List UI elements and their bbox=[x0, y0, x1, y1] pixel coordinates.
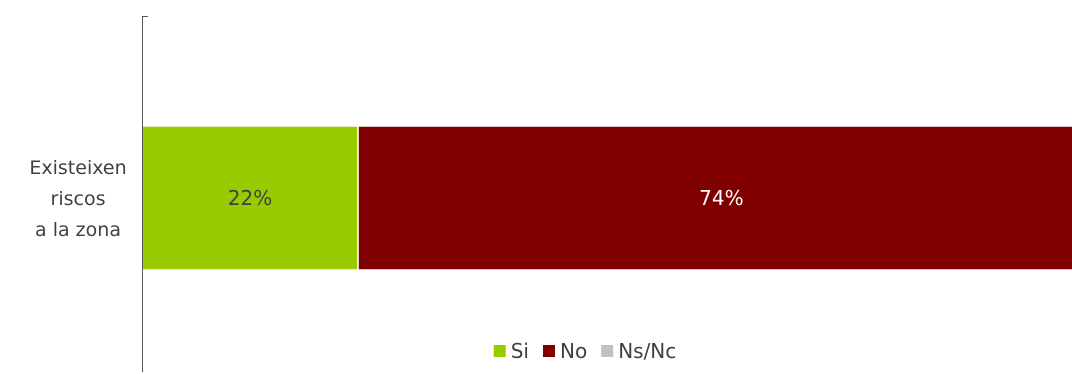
data-label-si: 22% bbox=[228, 186, 272, 210]
category-label-line: riscos bbox=[51, 188, 106, 210]
legend: Si No Ns/Nc bbox=[493, 339, 676, 363]
legend-label-si: Si bbox=[511, 339, 529, 363]
bar-segment-si bbox=[141, 125, 359, 271]
category-axis: Existeixen riscos a la zona bbox=[29, 16, 148, 372]
category-label-line: Existeixen bbox=[29, 157, 126, 179]
plot-area: 22%74%4% bbox=[141, 125, 1072, 271]
data-label-no: 74% bbox=[699, 186, 743, 210]
legend-label-no: No bbox=[560, 339, 587, 363]
legend-swatch-ns-nc bbox=[601, 345, 614, 357]
legend-swatch-si bbox=[493, 345, 506, 357]
category-label: Existeixen riscos a la zona bbox=[29, 157, 126, 241]
legend-swatch-no bbox=[542, 345, 555, 357]
bar-segment-no bbox=[357, 125, 1072, 271]
category-label-line: a la zona bbox=[35, 219, 121, 241]
legend-label-ns-nc: Ns/Nc bbox=[618, 339, 676, 363]
